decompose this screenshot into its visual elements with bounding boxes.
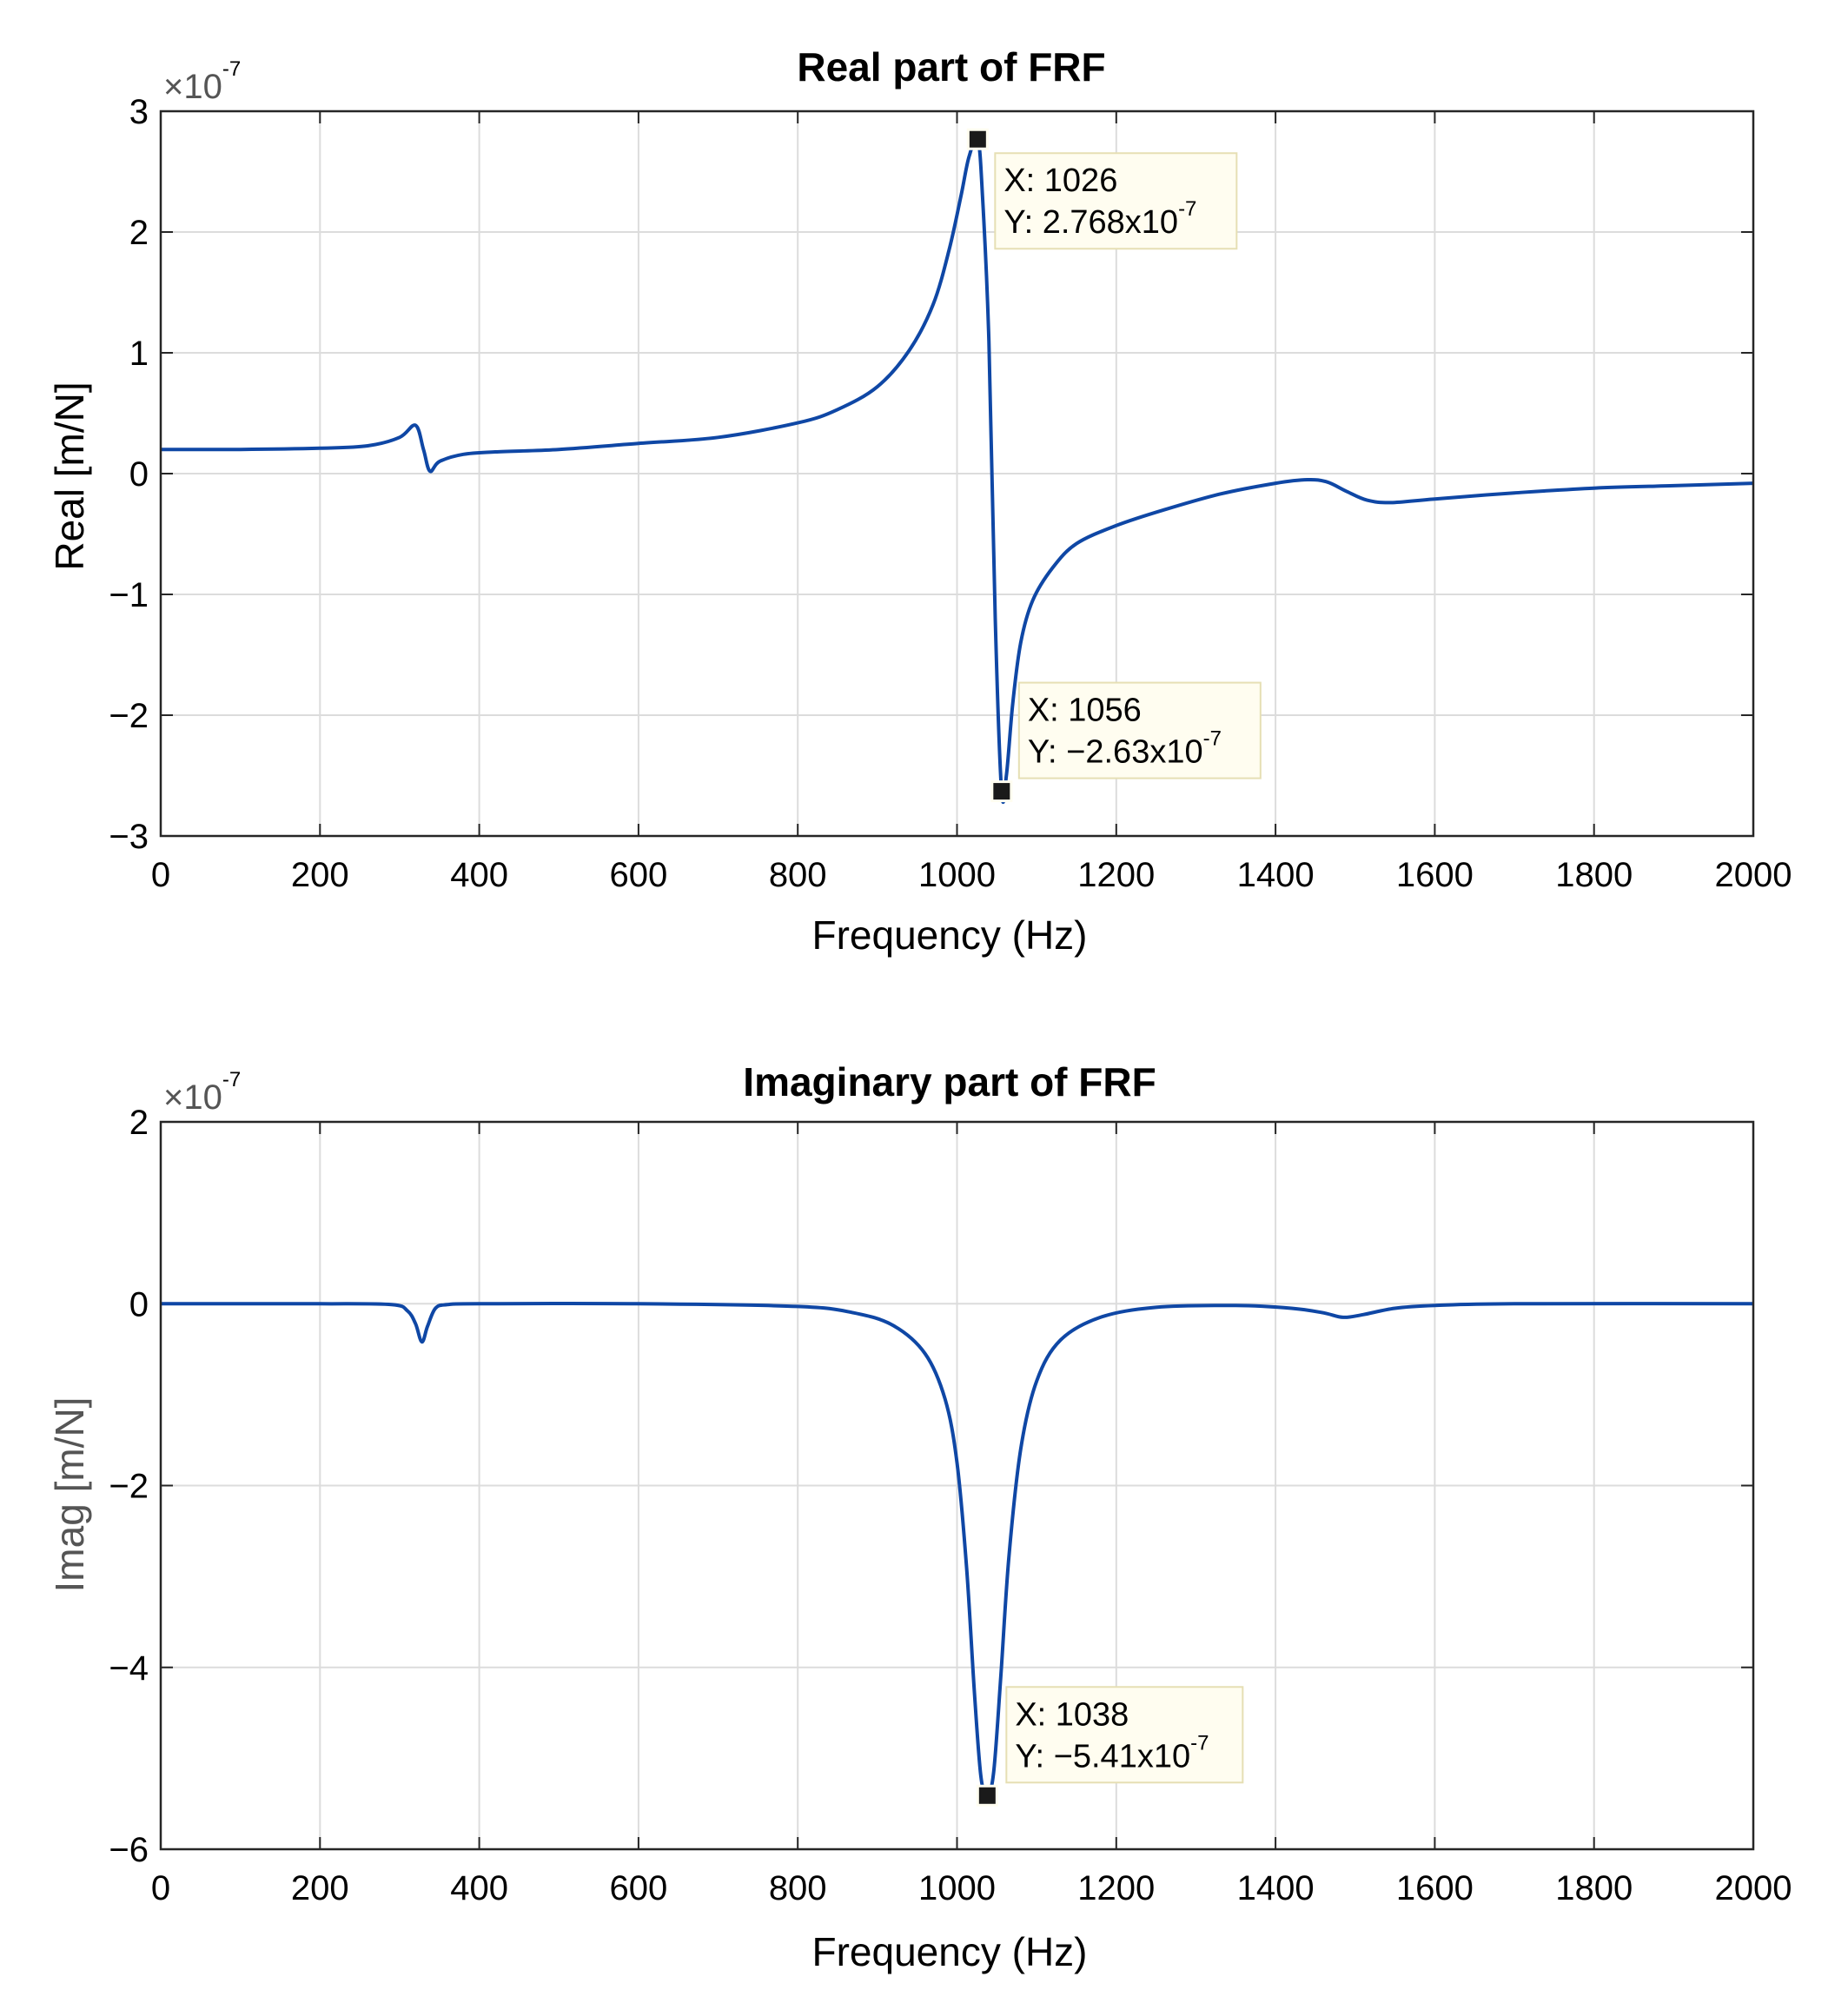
datatip-x-text: X: 1026: [1003, 163, 1117, 199]
datatip-box: [994, 152, 1238, 250]
x-tick-label: 600: [610, 856, 668, 894]
x-tick-label: 1600: [1396, 1869, 1474, 1907]
x-tick-label: 800: [769, 856, 827, 894]
datatip-box: [1017, 681, 1262, 779]
datatip-marker[interactable]: [966, 128, 989, 150]
imaginary-part-chart: Imaginary part of FRF ×10-7 Imag [m/N] F…: [47, 1059, 1792, 1974]
x-tick-label: 1000: [918, 1869, 996, 1907]
data-series: [160, 1301, 1754, 1798]
x-tick-label: 400: [450, 1869, 508, 1907]
x-tick-label: 200: [291, 1869, 349, 1907]
x-tick-label: 1200: [1077, 1869, 1155, 1907]
datatip-x-text: X: 1038: [1015, 1696, 1129, 1733]
x-tick-label: 200: [291, 856, 349, 894]
y-axis-label: Real [m/N]: [47, 381, 92, 570]
data-series: [160, 136, 1754, 805]
x-axis-label: Frequency (Hz): [812, 1929, 1088, 1974]
y-tick-label: −2: [109, 1468, 149, 1506]
x-tick-label: 0: [151, 856, 170, 894]
datatip-y-text: Y: 2.768x10-7: [1003, 197, 1196, 241]
datatip-marker[interactable]: [976, 1784, 998, 1807]
plot-frame: [159, 1120, 1755, 1851]
datatip-box: [1005, 1686, 1244, 1784]
y-tick-label: 0: [129, 1285, 149, 1323]
y-exponent-label: ×10-7: [163, 1068, 241, 1117]
plot-frame: [159, 109, 1755, 838]
x-tick-label: 400: [450, 856, 508, 894]
x-axis-label: Frequency (Hz): [812, 912, 1088, 958]
y-tick-label: 2: [129, 214, 149, 252]
y-tick-label: −1: [109, 576, 149, 614]
x-tick-label: 1400: [1237, 1869, 1315, 1907]
y-tick-label: −6: [109, 1831, 149, 1869]
x-tick-label: 600: [610, 1869, 668, 1907]
y-tick-label: 2: [129, 1104, 149, 1142]
chart-title: Real part of FRF: [797, 44, 1105, 90]
y-tick-label: 3: [129, 93, 149, 131]
datatip-x-text: X: 1056: [1028, 693, 1142, 729]
x-tick-label: 2000: [1715, 1869, 1792, 1907]
x-tick-label: 1800: [1555, 1869, 1633, 1907]
x-tick-label: 1800: [1555, 856, 1633, 894]
series-line: [160, 136, 1754, 805]
x-tick-label: 0: [151, 1869, 170, 1907]
datatip-marker[interactable]: [990, 780, 1013, 803]
series-line: [160, 1301, 1754, 1798]
chart-title: Imaginary part of FRF: [743, 1059, 1156, 1105]
y-exponent-label: ×10-7: [163, 57, 241, 106]
y-tick-label: 0: [129, 455, 149, 494]
x-tick-label: 1600: [1396, 856, 1474, 894]
datatip-y-text: Y: −2.63x10-7: [1028, 727, 1222, 771]
x-tick-label: 1400: [1237, 856, 1315, 894]
y-axis-label: Imag [m/N]: [47, 1397, 92, 1593]
x-tick-label: 1200: [1077, 856, 1155, 894]
y-tick-label: −2: [109, 697, 149, 735]
y-tick-label: −4: [109, 1649, 149, 1688]
axis-ticks: 0 200 400 600 800 1000 1200 1400 1600 1800 2000 −3 −…: [109, 93, 1792, 894]
x-tick-label: 2000: [1715, 856, 1792, 894]
x-tick-label: 800: [769, 1869, 827, 1907]
real-part-chart: Real part of FRF ×10-7 Real [m/N] Freque…: [47, 44, 1792, 958]
x-tick-label: 1000: [918, 856, 996, 894]
y-tick-label: −3: [109, 818, 149, 856]
y-tick-label: 1: [129, 335, 149, 373]
datatip-y-text: Y: −5.41x10-7: [1015, 1731, 1209, 1775]
